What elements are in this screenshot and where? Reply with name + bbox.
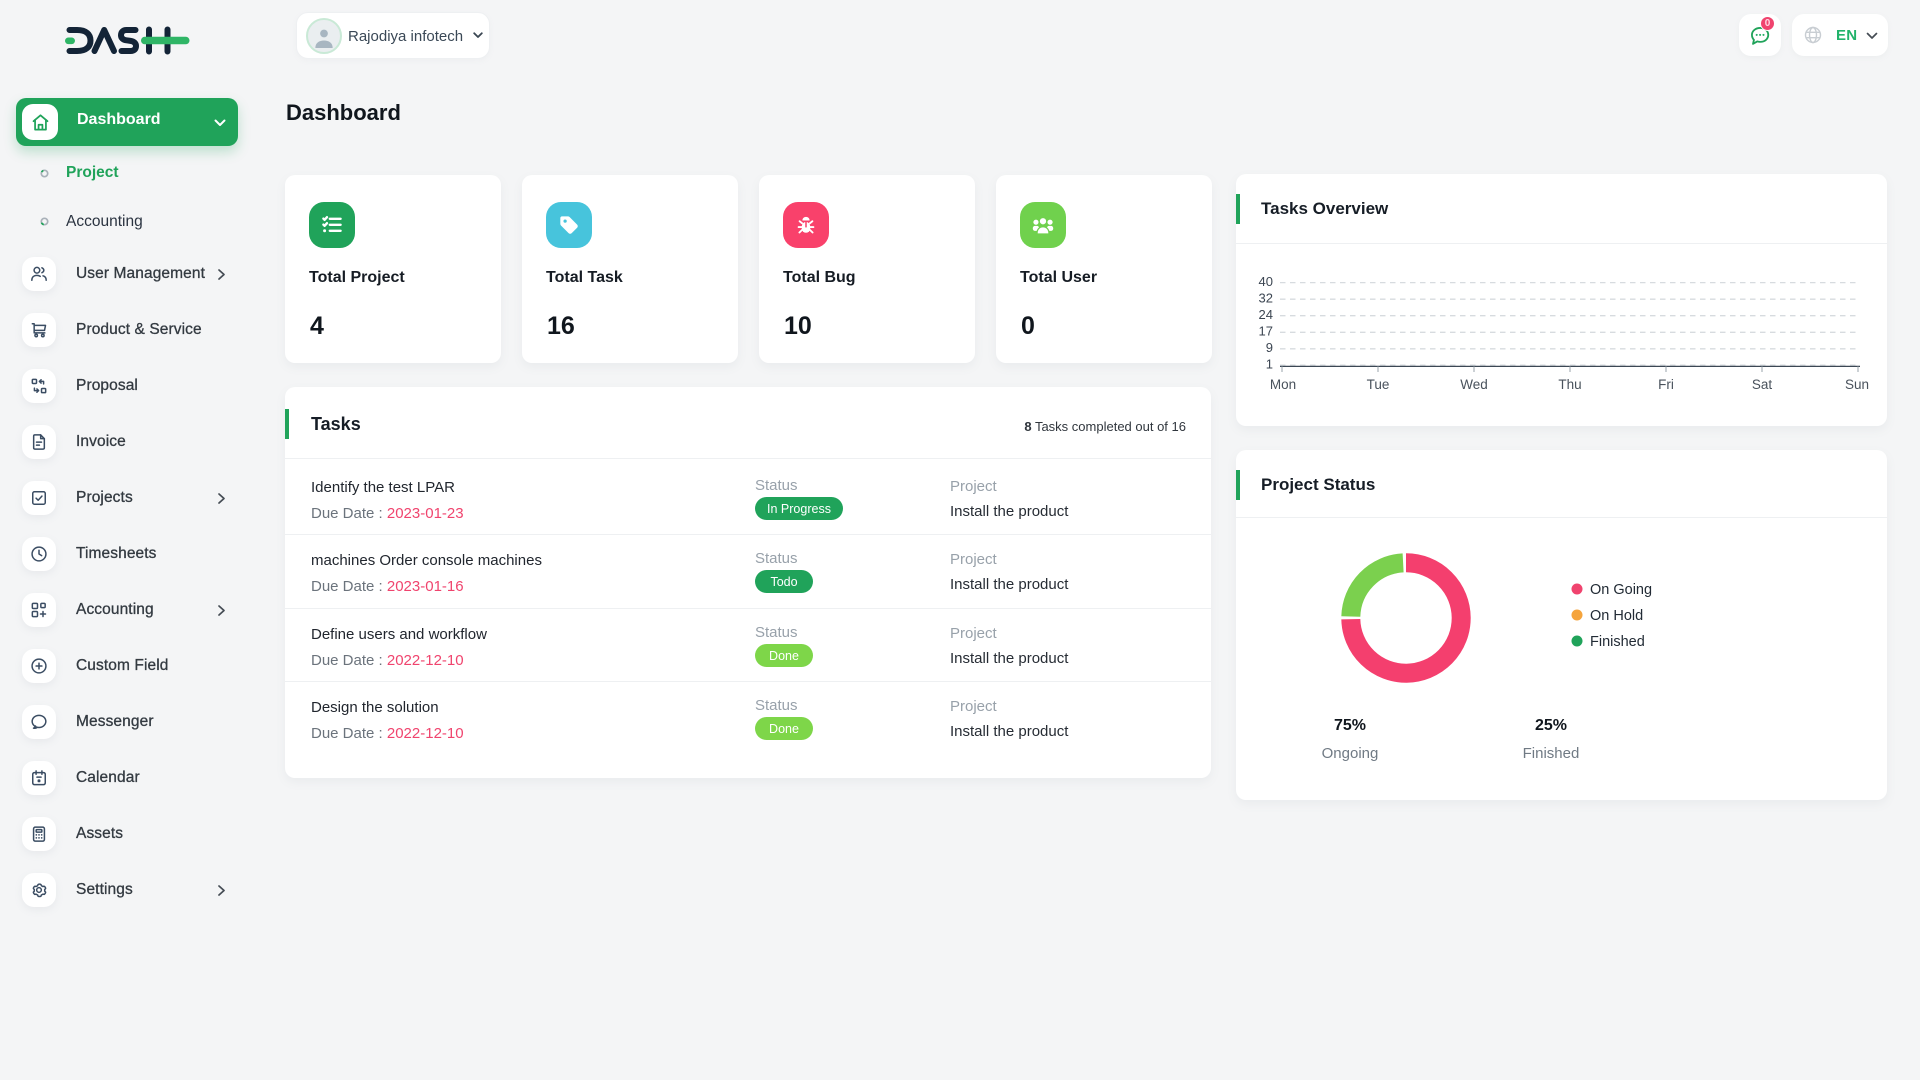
svg-text:Thu: Thu (1558, 377, 1581, 392)
svg-text:Sat: Sat (1752, 377, 1773, 392)
svg-text:Mon: Mon (1270, 377, 1296, 392)
svg-text:Tue: Tue (1367, 377, 1390, 392)
svg-text:32: 32 (1259, 291, 1273, 306)
svg-text:9: 9 (1266, 340, 1273, 355)
svg-text:24: 24 (1259, 307, 1273, 322)
svg-text:17: 17 (1259, 324, 1273, 339)
svg-text:Ongoing: Ongoing (1322, 745, 1379, 762)
svg-text:40: 40 (1259, 274, 1273, 289)
svg-text:Fri: Fri (1658, 377, 1674, 392)
svg-text:75%: 75% (1334, 717, 1366, 734)
svg-text:1: 1 (1266, 357, 1273, 372)
svg-text:On Hold: On Hold (1590, 608, 1643, 624)
svg-text:Finished: Finished (1523, 745, 1580, 762)
svg-text:Wed: Wed (1460, 377, 1488, 392)
svg-text:On Going: On Going (1590, 582, 1652, 598)
svg-text:25%: 25% (1535, 717, 1567, 734)
svg-text:Sun: Sun (1845, 377, 1869, 392)
svg-text:Finished: Finished (1590, 634, 1645, 650)
